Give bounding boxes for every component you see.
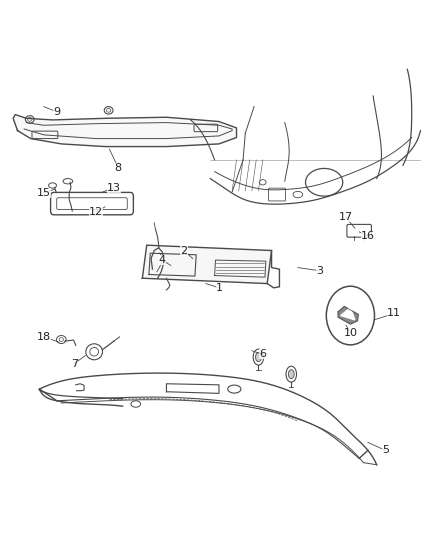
Circle shape bbox=[326, 286, 374, 345]
Polygon shape bbox=[13, 115, 237, 147]
Text: 13: 13 bbox=[107, 183, 121, 192]
Text: 7: 7 bbox=[71, 359, 78, 368]
Ellipse shape bbox=[57, 336, 66, 344]
Ellipse shape bbox=[104, 107, 113, 114]
Text: 3: 3 bbox=[316, 266, 323, 276]
Text: 15: 15 bbox=[37, 188, 51, 198]
Text: 2: 2 bbox=[180, 246, 187, 255]
Ellipse shape bbox=[63, 179, 73, 184]
Text: 17: 17 bbox=[339, 213, 353, 222]
FancyBboxPatch shape bbox=[50, 192, 133, 215]
Text: 12: 12 bbox=[89, 207, 103, 216]
Polygon shape bbox=[341, 308, 355, 320]
Ellipse shape bbox=[255, 353, 261, 361]
Ellipse shape bbox=[288, 370, 294, 378]
Text: 10: 10 bbox=[343, 328, 357, 338]
Text: 1: 1 bbox=[215, 283, 223, 293]
Ellipse shape bbox=[286, 366, 297, 382]
Ellipse shape bbox=[49, 183, 57, 188]
Text: 16: 16 bbox=[361, 231, 375, 240]
Text: 4: 4 bbox=[159, 255, 166, 265]
Text: 9: 9 bbox=[53, 107, 60, 117]
Text: 11: 11 bbox=[387, 309, 401, 318]
Text: 5: 5 bbox=[382, 446, 389, 455]
Polygon shape bbox=[338, 306, 358, 324]
Text: 6: 6 bbox=[259, 350, 266, 359]
FancyBboxPatch shape bbox=[347, 224, 371, 237]
Ellipse shape bbox=[86, 344, 102, 360]
Ellipse shape bbox=[25, 116, 34, 123]
Text: 18: 18 bbox=[37, 332, 51, 342]
Polygon shape bbox=[142, 245, 272, 284]
Text: 8: 8 bbox=[115, 163, 122, 173]
Ellipse shape bbox=[253, 349, 264, 365]
